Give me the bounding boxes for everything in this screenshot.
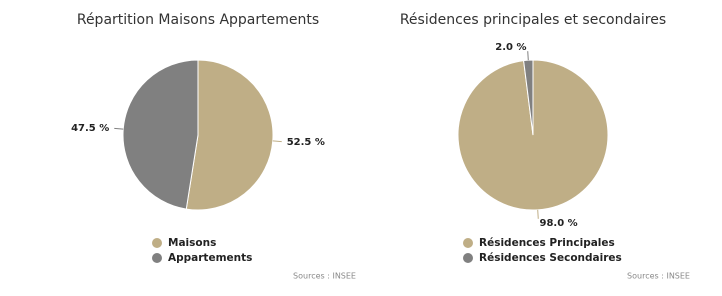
label-connector xyxy=(272,140,282,143)
label-connector xyxy=(527,51,529,61)
data-label: 2.0 % xyxy=(495,42,526,53)
legend-marker xyxy=(152,253,162,263)
data-label: 52.5 % xyxy=(287,137,325,148)
pie-slice xyxy=(185,59,274,211)
legend-marker xyxy=(463,238,473,248)
legend-marker xyxy=(152,238,162,248)
chart-title: Résidences principales et secondaires xyxy=(400,12,666,28)
label-connector xyxy=(114,127,124,130)
legend-marker xyxy=(463,253,473,263)
data-label: 47.5 % xyxy=(71,123,109,134)
legend-label: Appartements xyxy=(168,252,252,264)
legend-label: Résidences Principales xyxy=(479,237,615,249)
label-connector xyxy=(537,209,539,219)
source-note: Sources : INSEE xyxy=(627,272,690,281)
chart-title: Répartition Maisons Appartements xyxy=(77,12,319,28)
pie-slice xyxy=(122,59,199,210)
data-label: 98.0 % xyxy=(540,218,578,229)
legend-label: Résidences Secondaires xyxy=(479,252,622,264)
source-note: Sources : INSEE xyxy=(293,272,356,281)
legend-label: Maisons xyxy=(168,237,216,249)
